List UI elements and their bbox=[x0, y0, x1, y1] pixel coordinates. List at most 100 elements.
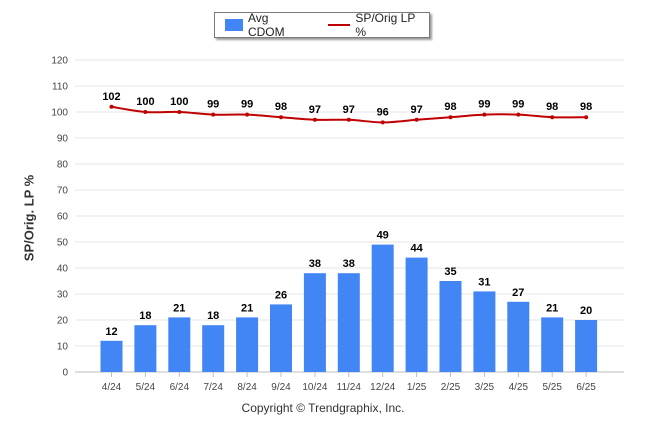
y-axis-label: SP/Orig. LP % bbox=[21, 174, 37, 262]
bar bbox=[337, 273, 360, 372]
copyright-footer: Copyright © Trendgraphix, Inc. bbox=[241, 401, 405, 415]
line-data-label: 98 bbox=[444, 101, 456, 113]
x-tick-label: 5/25 bbox=[542, 382, 562, 393]
line-data-label: 99 bbox=[478, 99, 490, 111]
bar bbox=[100, 340, 123, 372]
bar-data-label: 12 bbox=[105, 326, 117, 338]
bar-data-label: 44 bbox=[410, 243, 423, 255]
line-point bbox=[109, 104, 114, 109]
line-point bbox=[211, 112, 216, 117]
x-tick-label: 7/24 bbox=[203, 382, 223, 393]
line-data-labels: 102 100 100 99 99 98 97 97 96 97 98 99 99 98 98 bbox=[102, 91, 592, 119]
x-tick-label: 6/24 bbox=[170, 382, 190, 393]
legend-bar-swatch bbox=[225, 19, 243, 31]
y-tick-label: 100 bbox=[51, 108, 68, 119]
line-point bbox=[584, 115, 589, 120]
x-tick-label: 5/24 bbox=[136, 382, 156, 393]
y-tick-label: 40 bbox=[57, 264, 69, 275]
y-tick-label: 90 bbox=[57, 134, 69, 145]
y-axis-ticks: 0 10 20 30 40 50 60 70 80 90 100 110 120 bbox=[51, 56, 68, 379]
bar bbox=[541, 317, 564, 372]
legend: Avg CDOM SP/Orig LP % bbox=[214, 11, 430, 39]
y-tick-label: 60 bbox=[57, 212, 69, 223]
y-tick-label: 120 bbox=[51, 56, 68, 67]
bar-data-label: 21 bbox=[173, 302, 185, 314]
line-point bbox=[346, 117, 351, 122]
line-point bbox=[482, 112, 487, 117]
line-data-label: 102 bbox=[102, 91, 120, 103]
bar bbox=[134, 325, 157, 372]
bar-data-label: 27 bbox=[512, 287, 524, 299]
bar-data-label: 18 bbox=[207, 310, 219, 322]
bar-data-label: 26 bbox=[275, 289, 287, 301]
x-tick-label: 9/24 bbox=[271, 382, 291, 393]
line-data-label: 99 bbox=[512, 99, 524, 111]
bar-data-label: 18 bbox=[139, 310, 151, 322]
line-point bbox=[312, 117, 317, 122]
line-point bbox=[143, 110, 148, 114]
line-point bbox=[380, 120, 385, 125]
line-data-label: 98 bbox=[580, 101, 592, 113]
bar-data-label: 49 bbox=[377, 230, 389, 242]
y-tick-label: 80 bbox=[57, 160, 69, 171]
bar-data-label: 38 bbox=[343, 258, 355, 270]
x-tick-label: 11/24 bbox=[337, 382, 362, 393]
bar-data-label: 31 bbox=[478, 276, 490, 288]
x-tick-label: 10/24 bbox=[302, 382, 327, 393]
line-data-label: 97 bbox=[309, 104, 321, 116]
line-data-label: 96 bbox=[377, 106, 389, 118]
line-data-label: 98 bbox=[546, 101, 558, 113]
line-data-label: 100 bbox=[170, 96, 188, 108]
line-data-label: 99 bbox=[241, 99, 253, 111]
y-tick-label: 50 bbox=[57, 238, 69, 249]
bar-series bbox=[100, 244, 598, 372]
bar-data-label: 20 bbox=[580, 305, 592, 317]
line-data-label: 100 bbox=[136, 96, 154, 108]
line-series bbox=[109, 104, 589, 125]
y-tick-label: 0 bbox=[62, 368, 68, 379]
bar bbox=[202, 325, 225, 372]
line-point bbox=[245, 112, 250, 117]
line-point bbox=[516, 112, 521, 117]
x-tick-label: 12/24 bbox=[370, 382, 395, 393]
bar-data-label: 21 bbox=[241, 302, 253, 314]
line-data-label: 99 bbox=[207, 99, 219, 111]
y-tick-label: 30 bbox=[57, 290, 69, 301]
bar-data-label: 21 bbox=[546, 302, 558, 314]
line-point bbox=[177, 110, 182, 114]
bar bbox=[168, 317, 191, 372]
legend-line-swatch bbox=[328, 24, 351, 26]
bar-data-label: 35 bbox=[444, 266, 456, 278]
bar bbox=[507, 301, 530, 372]
x-tick-label: 4/24 bbox=[102, 382, 122, 393]
line-data-label: 97 bbox=[410, 104, 422, 116]
x-tick-label: 8/24 bbox=[237, 382, 257, 393]
line-data-label: 97 bbox=[343, 104, 355, 116]
line-point bbox=[448, 115, 453, 120]
x-tick-label: 1/25 bbox=[407, 382, 427, 393]
bar-data-labels: 12 18 21 18 21 26 38 38 49 44 35 31 27 21 20 bbox=[105, 230, 592, 338]
bar bbox=[575, 320, 598, 372]
bar bbox=[405, 257, 428, 372]
legend-bar-label: Avg CDOM bbox=[247, 11, 285, 39]
legend-line-label: SP/Orig LP % bbox=[355, 11, 416, 39]
bar bbox=[270, 304, 292, 372]
line-point bbox=[550, 115, 555, 120]
x-tick-label: 4/25 bbox=[509, 382, 529, 393]
bar bbox=[439, 281, 462, 372]
line-point bbox=[279, 115, 283, 120]
legend-item-bar[interactable]: Avg CDOM bbox=[215, 11, 308, 39]
legend-item-line[interactable]: SP/Orig LP % bbox=[308, 11, 429, 39]
y-tick-label: 110 bbox=[52, 82, 68, 93]
bar bbox=[236, 317, 259, 372]
line-data-label: 98 bbox=[275, 101, 287, 113]
y-tick-label: 10 bbox=[57, 342, 69, 353]
y-tick-label: 20 bbox=[57, 316, 69, 327]
bar bbox=[303, 273, 326, 372]
y-tick-label: 70 bbox=[57, 186, 69, 197]
x-tick-label: 3/25 bbox=[475, 382, 495, 393]
bar-data-label: 38 bbox=[309, 258, 321, 270]
line-point bbox=[414, 117, 419, 122]
x-axis-ticks: 4/24 5/24 6/24 7/24 8/24 9/24 10/24 11/24 12/24 1… bbox=[102, 372, 596, 393]
